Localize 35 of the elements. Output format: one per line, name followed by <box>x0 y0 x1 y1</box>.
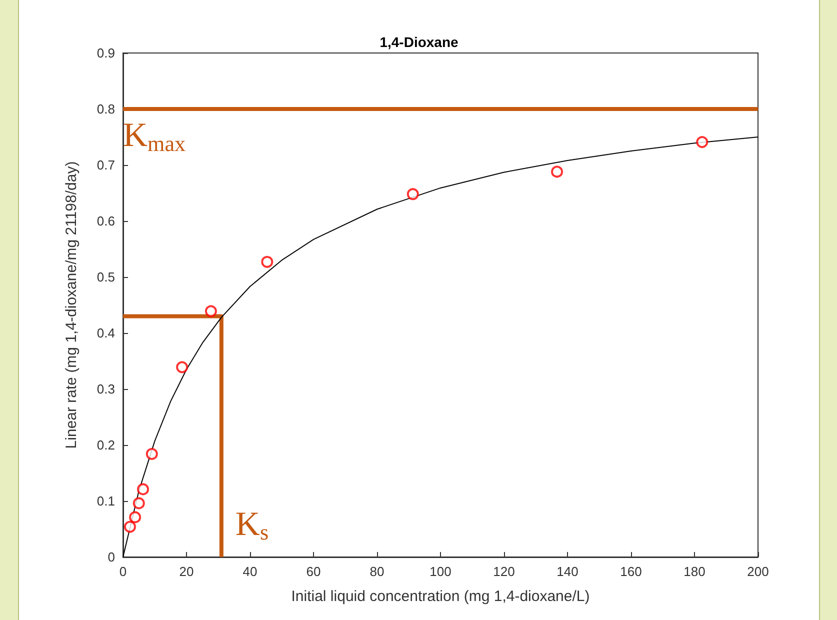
point <box>261 256 274 268</box>
point <box>696 136 708 148</box>
point <box>204 305 217 318</box>
x-axis-title: Initial liquid concentration (mg 1,4-dioxane/L) <box>291 588 590 605</box>
point <box>551 166 564 178</box>
x-tick-label: 180 <box>684 564 706 579</box>
point <box>146 448 158 460</box>
x-tick-label: 200 <box>747 564 769 579</box>
y-tick-label: 0.1 <box>96 494 115 508</box>
point <box>124 520 136 533</box>
y-tick-label: 0.9 <box>96 46 115 60</box>
y-tick-label: 0.6 <box>96 214 115 228</box>
y-tick-label: 0.5 <box>96 270 115 284</box>
x-tick-label: 120 <box>493 564 515 579</box>
x-tick-label: 0 <box>119 564 127 579</box>
chart-title: 1,4-Dioxane <box>380 34 459 50</box>
y-tick-label: 0 <box>108 550 115 564</box>
point <box>132 497 145 510</box>
point <box>176 361 188 374</box>
y-tick-label: 0.8 <box>96 102 115 116</box>
x-tick-label: 160 <box>620 564 642 579</box>
y-tick-label: 0.4 <box>96 326 115 340</box>
y-tick-label: 0.3 <box>96 382 115 396</box>
y-tick-label: 0.7 <box>96 158 115 172</box>
y-axis-title: Linear rate (mg 1,4-dioxane/mg 21198/day) <box>63 161 80 449</box>
point <box>406 188 419 200</box>
x-tick-label: 140 <box>556 564 578 579</box>
x-tick-label: 60 <box>306 564 321 579</box>
x-tick-label: 40 <box>242 564 258 579</box>
y-tick-label: 0.2 <box>96 438 115 452</box>
point <box>137 483 150 496</box>
x-tick-label: 100 <box>430 564 452 579</box>
x-tick-label: 20 <box>179 564 194 579</box>
point <box>129 511 142 524</box>
x-tick-label: 80 <box>370 564 384 579</box>
